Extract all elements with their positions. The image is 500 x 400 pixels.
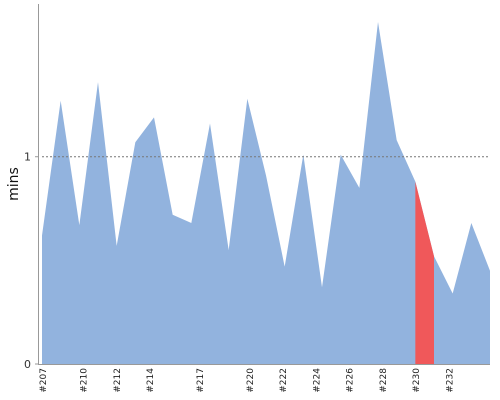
x-tick-label: #232 (445, 368, 455, 393)
x-tick-label: #226 (346, 368, 356, 393)
y-tick-label: 0 (24, 358, 31, 371)
x-tick-label: #210 (80, 368, 90, 393)
x-tick-label: #228 (379, 368, 389, 393)
series-area (42, 22, 490, 364)
axes (38, 4, 490, 365)
x-tick-label: #212 (113, 368, 123, 393)
x-tick-label: #217 (196, 368, 206, 393)
x-tick-label: #220 (246, 368, 256, 393)
x-tick-label: #214 (146, 368, 156, 393)
y-axis-ticks: 01 (24, 151, 38, 371)
x-tick-label: #224 (312, 368, 322, 393)
highlighted-segment (415, 181, 434, 364)
x-tick-label: #230 (412, 368, 422, 393)
y-axis-label: mins (6, 167, 22, 201)
x-axis-ticks: #207 #210 #212 #214 #217 #220 #222 #224 #226 #228… (39, 368, 455, 393)
plot-area (42, 22, 490, 364)
x-tick-label: #207 (39, 368, 49, 393)
x-tick-label: #222 (279, 368, 289, 393)
y-tick-label: 1 (24, 151, 31, 164)
